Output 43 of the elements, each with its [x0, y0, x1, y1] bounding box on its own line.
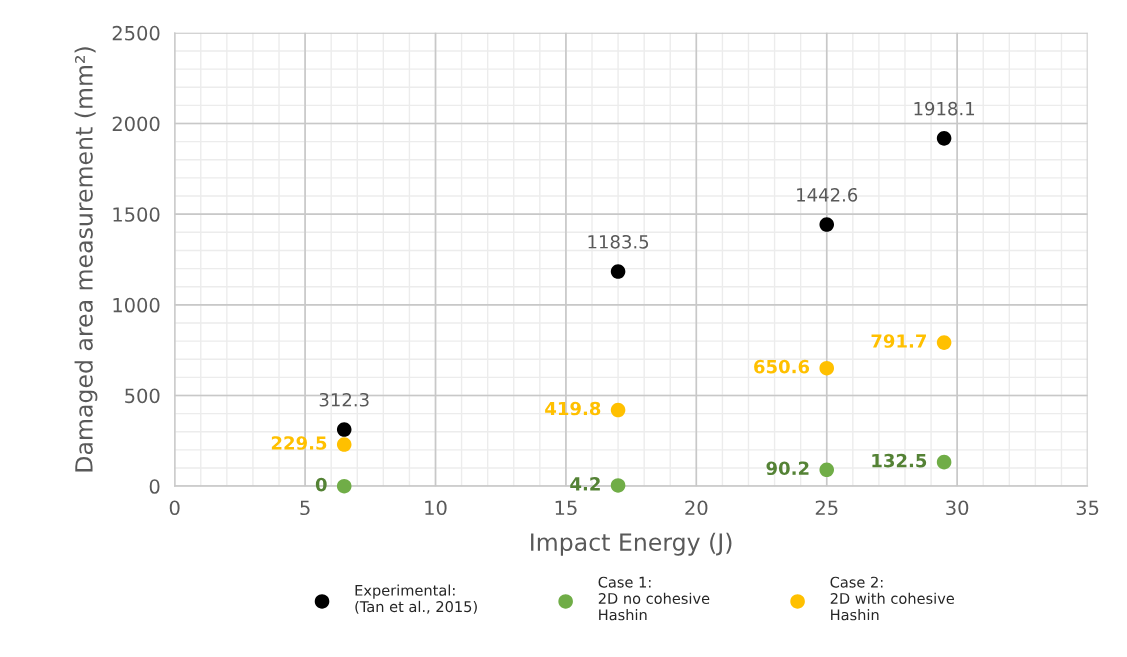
point [610, 478, 626, 493]
x-axis-title: Impact Energy (J) [531, 532, 732, 556]
data-label: 312.3 [319, 392, 369, 407]
x-tick-label: 5 [300, 500, 310, 516]
point [610, 264, 626, 279]
point [336, 437, 352, 452]
data-label: 4.2 [570, 477, 600, 491]
point [936, 131, 952, 146]
x-tick-label: 30 [946, 500, 969, 516]
y-tick-label: 0 [149, 479, 160, 494]
data-label: 1183.5 [588, 234, 649, 249]
point [336, 478, 352, 494]
point [610, 402, 626, 418]
x-tick-label: 25 [815, 500, 838, 516]
y-tick-label: 1000 [113, 297, 160, 313]
data-label: 791.7 [871, 334, 926, 348]
y-tick-label: 1500 [113, 207, 160, 222]
legend-label: Experimental: (Tan et al., 2015) [355, 584, 477, 614]
data-label: 650.6 [754, 359, 810, 374]
y-tick-label: 500 [125, 388, 160, 404]
x-tick-label: 15 [555, 500, 577, 516]
legend-label: Case 1: 2D no cohesive Hashin [598, 576, 710, 621]
point [819, 217, 835, 232]
data-label: 1442.6 [797, 187, 858, 202]
data-label: 229.5 [271, 436, 327, 450]
x-tick-label: 0 [169, 500, 180, 516]
point [336, 422, 352, 437]
point [819, 462, 835, 478]
point [819, 360, 835, 376]
data-label: 1918.1 [914, 101, 975, 116]
point [936, 335, 952, 350]
x-tick-label: 35 [1076, 500, 1099, 516]
x-tick-label: 20 [685, 500, 708, 516]
point [936, 454, 952, 470]
y-axis-title: Damaged area measurement (mm²) [74, 47, 98, 472]
y-tick-label: 2500 [112, 25, 160, 41]
data-label: 0 [315, 477, 327, 492]
x-tick-label: 10 [425, 500, 447, 516]
data-label: 132.5 [872, 453, 927, 468]
data-label: 419.8 [545, 401, 601, 416]
y-tick-label: 2000 [112, 116, 160, 132]
data-label: 90.2 [766, 461, 809, 476]
legend-label: Case 2: 2D with cohesive Hashin [830, 576, 955, 621]
